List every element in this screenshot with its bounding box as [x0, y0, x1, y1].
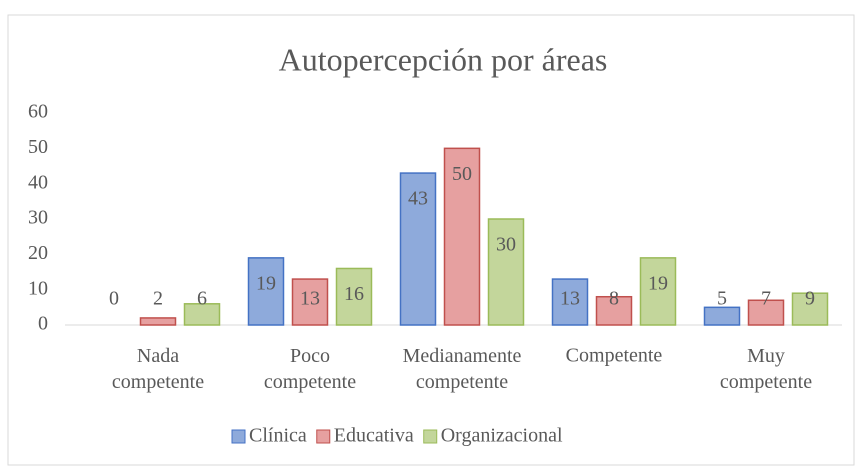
bar	[703, 306, 741, 326]
data-label: 30	[496, 234, 516, 256]
x-tick-label: Medianamente competente	[403, 345, 522, 393]
data-label: 16	[344, 283, 364, 305]
y-tick-label: 10	[28, 277, 48, 299]
bar	[291, 278, 329, 326]
legend-swatch	[316, 429, 331, 444]
data-label: 9	[805, 288, 815, 310]
bar	[595, 295, 633, 326]
data-label: 19	[256, 272, 276, 294]
data-label: 13	[300, 288, 320, 310]
bar	[139, 317, 177, 326]
bar	[791, 292, 829, 326]
data-label: 6	[197, 288, 207, 310]
data-label: 43	[408, 188, 428, 210]
bar	[747, 299, 785, 326]
x-tick-label: Poco competente	[264, 345, 356, 393]
y-tick-label: 0	[38, 313, 48, 335]
bar	[443, 147, 481, 326]
data-label: 5	[717, 288, 727, 310]
data-label: 13	[560, 288, 580, 310]
y-tick-label: 50	[28, 136, 48, 158]
bar	[247, 257, 285, 326]
bar	[551, 278, 589, 326]
bar	[487, 218, 525, 326]
y-tick-label: 30	[28, 207, 48, 229]
bar	[399, 172, 437, 326]
bar	[335, 267, 373, 326]
legend-label: Educativa	[334, 425, 414, 447]
legend-label: Clínica	[249, 425, 307, 447]
chart-title: Autopercepción por áreas	[279, 41, 608, 77]
data-label: 50	[452, 163, 472, 185]
data-label: 8	[609, 288, 619, 310]
x-tick-label: Muy competente	[720, 345, 812, 393]
bar	[639, 257, 677, 326]
bar	[183, 303, 221, 326]
data-label: 19	[648, 272, 668, 294]
legend-label: Organizacional	[441, 425, 563, 447]
data-label: 0	[109, 288, 119, 310]
y-tick-label: 60	[28, 101, 48, 123]
data-label: 2	[153, 288, 163, 310]
x-tick-label: Nada competente	[112, 345, 204, 393]
legend-swatch	[423, 429, 438, 444]
y-tick-label: 40	[28, 171, 48, 193]
x-tick-label: Competente	[566, 345, 663, 367]
legend-swatch	[231, 429, 246, 444]
data-label: 7	[761, 288, 771, 310]
y-tick-label: 20	[28, 242, 48, 264]
